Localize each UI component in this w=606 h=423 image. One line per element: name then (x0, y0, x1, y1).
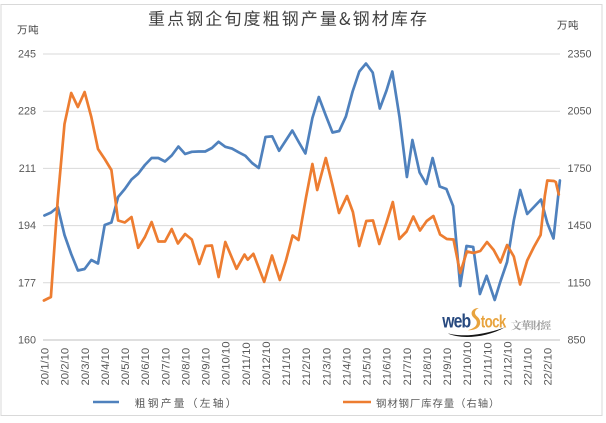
svg-text:2050: 2050 (568, 106, 592, 118)
svg-text:1150: 1150 (568, 277, 591, 289)
svg-text:228: 228 (18, 106, 36, 118)
svg-text:tock: tock (481, 313, 507, 332)
svg-text:245: 245 (18, 49, 36, 61)
svg-text:21/7/10: 21/7/10 (402, 348, 414, 386)
svg-text:20/4/10: 20/4/10 (100, 348, 112, 386)
svg-text:21/6/10: 21/6/10 (382, 348, 394, 386)
svg-text:21/9/10: 21/9/10 (442, 348, 454, 386)
svg-text:web: web (441, 310, 470, 332)
svg-text:22/2/10: 22/2/10 (543, 348, 555, 386)
svg-text:1450: 1450 (568, 220, 592, 232)
svg-text:20/6/10: 20/6/10 (140, 348, 152, 386)
svg-text:21/1/10: 21/1/10 (281, 348, 293, 386)
svg-text:2350: 2350 (568, 49, 592, 61)
svg-text:177: 177 (18, 277, 36, 289)
svg-text:21/8/10: 21/8/10 (422, 348, 434, 386)
svg-text:21/11/10: 21/11/10 (482, 342, 494, 385)
svg-text:21/4/10: 21/4/10 (342, 348, 354, 386)
svg-text:20/12/10: 20/12/10 (261, 342, 273, 386)
svg-text:21/3/10: 21/3/10 (321, 348, 333, 386)
svg-text:21/10/10: 21/10/10 (462, 342, 474, 386)
svg-text:22/1/10: 22/1/10 (523, 348, 535, 386)
svg-text:20/2/10: 20/2/10 (60, 348, 72, 386)
svg-text:20/8/10: 20/8/10 (181, 348, 193, 386)
svg-text:20/3/10: 20/3/10 (80, 348, 92, 386)
svg-text:20/1/10: 20/1/10 (40, 348, 52, 386)
svg-text:1750: 1750 (568, 163, 592, 175)
svg-text:20/9/10: 20/9/10 (201, 348, 213, 386)
svg-text:21/5/10: 21/5/10 (362, 348, 374, 386)
svg-text:160: 160 (18, 335, 36, 347)
svg-text:21/2/10: 21/2/10 (301, 348, 313, 386)
svg-text:20/11/10: 20/11/10 (241, 342, 253, 385)
svg-text:850: 850 (568, 335, 586, 347)
svg-text:20/5/10: 20/5/10 (120, 348, 132, 386)
svg-text:211: 211 (19, 163, 36, 175)
svg-text:20/10/10: 20/10/10 (221, 342, 233, 386)
svg-text:194: 194 (18, 220, 36, 232)
svg-text:21/12/10: 21/12/10 (503, 342, 515, 386)
svg-text:20/7/10: 20/7/10 (160, 348, 172, 386)
